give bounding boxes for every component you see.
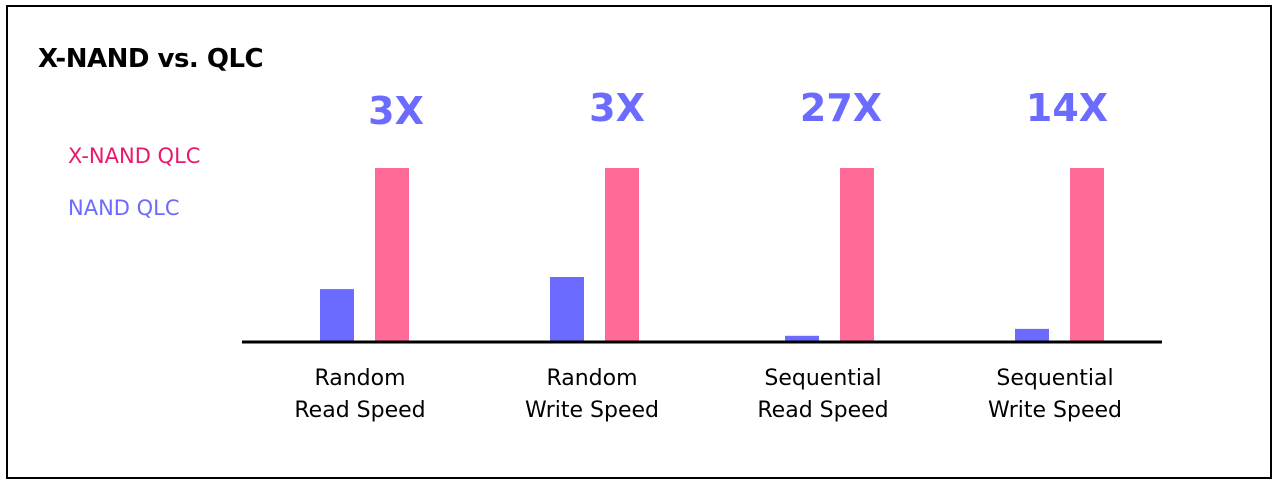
multiplier-label-4: 14X [1026, 86, 1108, 130]
legend-nand-qlc: NAND QLC [68, 196, 180, 220]
chart-title: X-NAND vs. QLC [38, 44, 264, 74]
category-label-1-line-2: Read Speed [294, 398, 425, 423]
category-label-2-line-1: Random [546, 366, 637, 391]
category-label-3-line-2: Read Speed [757, 398, 888, 423]
category-label-2-line-2: Write Speed [525, 398, 659, 423]
category-label-1-line-1: Random [314, 366, 405, 391]
multiplier-label-1: 3X [368, 89, 424, 133]
multiplier-label-2: 3X [589, 86, 645, 130]
bar-nand-qlc-2 [550, 276, 584, 341]
bar-nand-qlc-3 [785, 335, 819, 341]
category-label-3-line-1: Sequential [764, 366, 881, 391]
bar-x-nand-qlc-4 [1070, 168, 1104, 341]
multiplier-label-3: 27X [800, 86, 882, 130]
legend-xnand-qlc: X-NAND QLC [68, 144, 201, 168]
bar-nand-qlc-4 [1015, 328, 1049, 341]
bar-x-nand-qlc-3 [840, 168, 874, 341]
bar-x-nand-qlc-2 [605, 168, 639, 341]
bar-x-nand-qlc-1 [375, 168, 409, 341]
category-label-4-line-2: Write Speed [988, 398, 1122, 423]
category-label-4-line-1: Sequential [996, 366, 1113, 391]
bar-nand-qlc-1 [320, 289, 354, 341]
